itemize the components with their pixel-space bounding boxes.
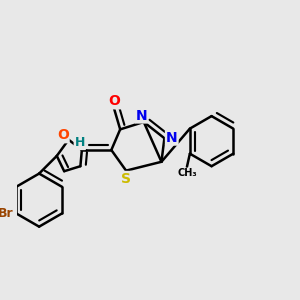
Text: N: N xyxy=(136,109,147,122)
Text: S: S xyxy=(121,172,131,186)
Text: O: O xyxy=(57,128,69,142)
Text: O: O xyxy=(108,94,120,108)
Text: CH₃: CH₃ xyxy=(177,168,197,178)
Text: N: N xyxy=(166,130,178,145)
Text: H: H xyxy=(75,136,85,149)
Text: Br: Br xyxy=(0,207,14,220)
